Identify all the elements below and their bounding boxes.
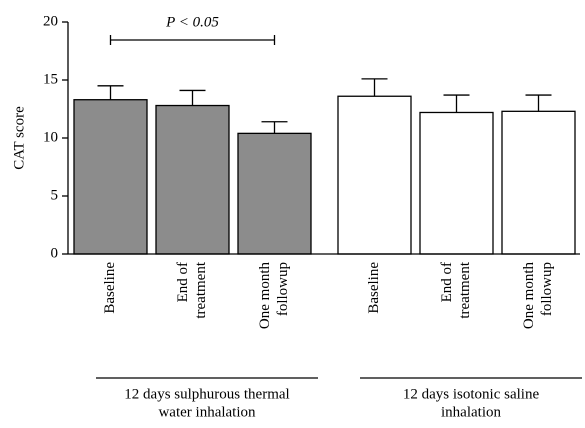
group-label: 12 days sulphurous thermal <box>124 386 289 402</box>
x-tick-label: End of <box>175 262 191 302</box>
x-tick-label: followup <box>275 262 291 316</box>
significance-bracket <box>109 35 276 45</box>
x-tick-label: One month <box>521 262 537 330</box>
bar <box>501 110 576 255</box>
significance-label: P < 0.05 <box>165 14 219 30</box>
bar <box>237 132 312 255</box>
x-tick-label: Baseline <box>102 262 118 314</box>
x-tick-label: One month <box>257 262 273 330</box>
bar <box>73 99 148 255</box>
y-tick-label: 5 <box>51 187 59 203</box>
bar <box>337 95 412 255</box>
y-tick-label: 0 <box>51 245 59 261</box>
bar <box>419 111 494 255</box>
x-tick-label: treatment <box>457 261 473 318</box>
x-tick-label: treatment <box>193 261 209 318</box>
x-tick-label: Baseline <box>366 262 382 314</box>
group-label: inhalation <box>441 404 501 420</box>
group-label: water inhalation <box>158 404 256 420</box>
y-tick-label: 20 <box>43 13 58 29</box>
x-tick-label: End of <box>439 262 455 302</box>
x-tick-label: followup <box>539 262 555 316</box>
y-tick-label: 10 <box>43 129 58 145</box>
bar <box>155 104 230 255</box>
y-axis-label: CAT score <box>11 106 27 170</box>
group-label: 12 days isotonic saline <box>403 386 540 402</box>
y-tick-label: 15 <box>43 71 58 87</box>
